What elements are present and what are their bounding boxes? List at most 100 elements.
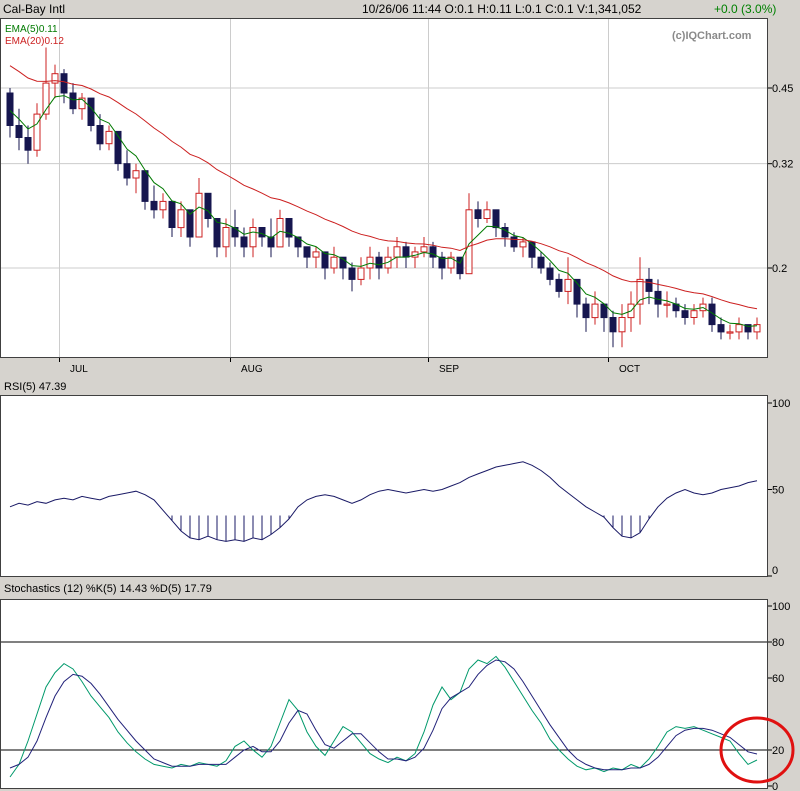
candle bbox=[303, 246, 311, 258]
candle bbox=[591, 303, 599, 319]
rsi-tick-label: 100 bbox=[772, 398, 790, 410]
candle bbox=[42, 82, 50, 115]
month-label: OCT bbox=[619, 364, 641, 375]
stoch-chart: 100 80 60 20 0 bbox=[0, 599, 795, 791]
candle bbox=[195, 192, 203, 238]
candle bbox=[690, 310, 698, 319]
price-tick-label: 0.32 bbox=[772, 159, 793, 171]
candle bbox=[708, 303, 716, 326]
price-tick-label: 0.2 bbox=[772, 263, 787, 275]
candle bbox=[429, 246, 437, 258]
date-axis: JUL AUG SEP OCT bbox=[0, 358, 768, 380]
candle bbox=[537, 256, 545, 269]
candle bbox=[204, 192, 212, 220]
candle bbox=[681, 310, 689, 319]
candle bbox=[213, 218, 221, 248]
candle bbox=[348, 267, 356, 280]
stoch-line bbox=[9, 659, 758, 771]
month-tick bbox=[230, 358, 231, 362]
candle bbox=[555, 278, 563, 292]
candle bbox=[717, 324, 725, 333]
candle bbox=[276, 218, 284, 248]
month-label: SEP bbox=[439, 364, 460, 375]
quote-line: 10/26/06 11:44 O:0.1 H:0.11 L:0.1 C:0.1 … bbox=[362, 2, 642, 16]
candle bbox=[663, 303, 671, 306]
watermark: (c)IQChart.com bbox=[672, 30, 752, 42]
candle bbox=[105, 130, 113, 145]
candle bbox=[546, 267, 554, 280]
candle bbox=[6, 92, 14, 126]
month-tick bbox=[59, 358, 60, 362]
candle bbox=[51, 73, 59, 84]
candles bbox=[6, 47, 761, 348]
candle bbox=[267, 236, 275, 248]
candle bbox=[285, 218, 293, 238]
candle bbox=[258, 227, 266, 238]
rsi-plot-area bbox=[0, 395, 768, 577]
quote-header: Cal-Bay Intl 10/26/06 11:44 O:0.1 H:0.11… bbox=[0, 0, 800, 18]
candle bbox=[402, 246, 410, 258]
price-chart: 0.45 0.32 0.2 bbox=[0, 18, 793, 358]
stoch-tick-label: 20 bbox=[772, 745, 784, 757]
candle bbox=[735, 324, 743, 333]
ema-lines bbox=[9, 65, 758, 327]
candle bbox=[582, 303, 590, 319]
candle bbox=[753, 324, 761, 333]
stoch-label: Stochastics (12) %K(5) 14.43 %D(5) 17.79 bbox=[4, 583, 212, 595]
ema-line bbox=[9, 95, 758, 327]
candle bbox=[519, 241, 527, 248]
candle bbox=[15, 125, 23, 138]
candle bbox=[474, 209, 482, 220]
candle bbox=[339, 256, 347, 269]
rsi-label-band: RSI(5) 47.39 bbox=[0, 380, 800, 395]
candle bbox=[609, 317, 617, 333]
month-label: JUL bbox=[70, 364, 88, 375]
rsi-line bbox=[9, 461, 758, 542]
candle bbox=[222, 227, 230, 248]
candle bbox=[249, 227, 257, 248]
candle bbox=[141, 170, 149, 202]
change-percent: +0.0 (3.0%) bbox=[714, 2, 777, 16]
candle bbox=[33, 113, 41, 151]
stoch-tick-label: 60 bbox=[772, 673, 784, 685]
rsi-oversold-hatch bbox=[171, 515, 650, 542]
candle bbox=[186, 209, 194, 238]
stoch-tick-label: 100 bbox=[772, 601, 790, 613]
candle bbox=[393, 246, 401, 258]
highlight-circle-annotation bbox=[719, 716, 795, 784]
candle bbox=[357, 267, 365, 280]
candle bbox=[636, 278, 644, 305]
candle bbox=[150, 200, 158, 211]
candle bbox=[645, 278, 653, 292]
month-tick bbox=[428, 358, 429, 362]
ema5-label: EMA(5)0.11 bbox=[5, 24, 58, 35]
candle bbox=[87, 97, 95, 126]
candle bbox=[438, 256, 446, 269]
rsi-label: RSI(5) 47.39 bbox=[4, 381, 67, 393]
rsi-chart: 100 50 0 bbox=[0, 395, 790, 577]
candle bbox=[375, 256, 383, 269]
symbol-name: Cal-Bay Intl bbox=[3, 2, 66, 16]
candle bbox=[456, 256, 464, 275]
candle bbox=[483, 209, 491, 220]
candle bbox=[312, 251, 320, 258]
candle bbox=[330, 256, 338, 269]
stoch-line bbox=[9, 655, 758, 778]
candle bbox=[294, 236, 302, 248]
ema-legend: EMA(5)0.11 EMA(20)0.12 bbox=[5, 24, 64, 48]
candle bbox=[726, 331, 734, 334]
candle bbox=[618, 317, 626, 333]
candle bbox=[231, 227, 239, 238]
stoch-plot-area bbox=[0, 599, 768, 789]
ema20-label: EMA(20)0.12 bbox=[5, 36, 64, 47]
candle bbox=[654, 290, 662, 305]
candle bbox=[465, 209, 473, 275]
candle bbox=[24, 137, 32, 151]
month-tick bbox=[608, 358, 609, 362]
stoch-tick-label: 0 bbox=[772, 781, 778, 791]
candle bbox=[123, 163, 131, 179]
candle bbox=[240, 236, 248, 248]
candle bbox=[366, 256, 374, 269]
candle bbox=[321, 251, 329, 269]
